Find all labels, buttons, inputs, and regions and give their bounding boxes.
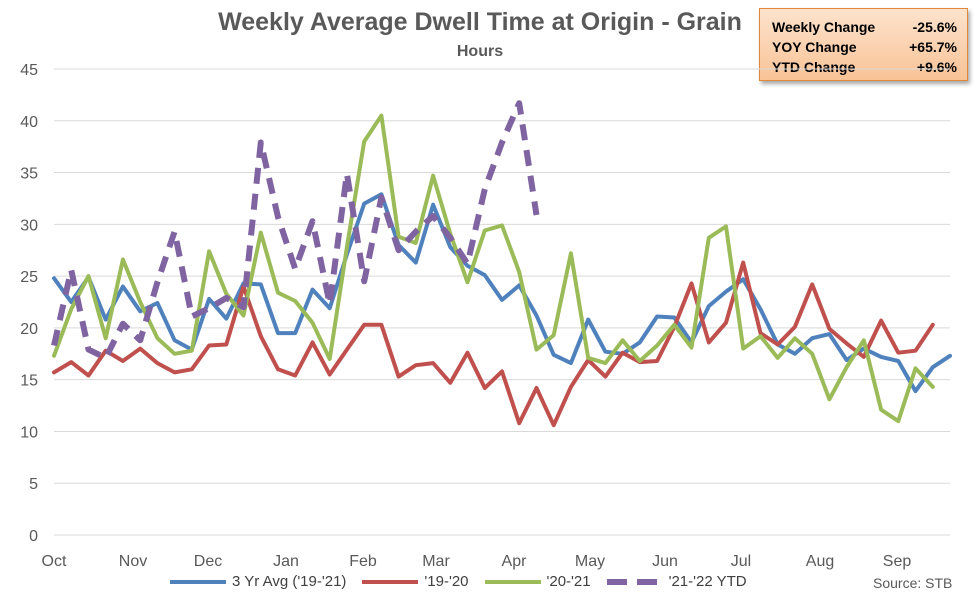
source-note: Source: STB <box>873 575 953 591</box>
x-tick-label: Jan <box>273 553 299 570</box>
series-line-avg <box>52 192 952 394</box>
change-label: Weekly Change <box>772 19 876 35</box>
legend-label: '21-'22 YTD <box>668 573 747 590</box>
series-line-y1920 <box>52 260 935 428</box>
legend: 3 Yr Avg ('19-'21) '19-'20 '20-'21 '21-'… <box>170 573 763 590</box>
legend-label: '19-'20 <box>424 573 469 590</box>
y-tick-label: 30 <box>20 217 38 234</box>
x-tick-label: Oct <box>42 553 67 570</box>
change-value: -25.6% <box>912 19 957 35</box>
y-tick-label: 40 <box>20 114 38 131</box>
change-value: +65.7% <box>909 39 957 55</box>
y-tick-label: 15 <box>20 373 38 390</box>
chart-subtitle: Hours <box>456 43 504 60</box>
legend-label: '20-'21 <box>546 573 591 590</box>
x-tick-label: Mar <box>422 553 450 570</box>
x-axis-ticks: Oct Nov Dec Jan Feb Mar Apr May Jun Jul Aug Sep <box>42 553 912 570</box>
legend-item-2122: '21-'22 YTD <box>606 573 747 590</box>
legend-label: 3 Yr Avg ('19-'21) <box>232 573 347 590</box>
y-tick-label: 25 <box>20 269 38 286</box>
change-row-ytd: YTD Change +9.6% <box>772 57 957 77</box>
y-tick-label: 35 <box>20 166 38 183</box>
change-label: YTD Change <box>772 59 856 75</box>
y-tick-label: 45 <box>20 62 38 79</box>
legend-item-avg: 3 Yr Avg ('19-'21) <box>170 573 346 590</box>
x-tick-label: Feb <box>349 553 377 570</box>
x-tick-label: Nov <box>119 553 147 570</box>
x-tick-label: Dec <box>194 553 222 570</box>
y-tick-label: 10 <box>20 424 38 441</box>
change-value: +9.6% <box>916 59 957 75</box>
gridlines <box>54 68 950 536</box>
x-tick-label: Aug <box>806 553 834 570</box>
series-line-y2021 <box>52 113 935 424</box>
x-tick-label: Jun <box>652 553 678 570</box>
legend-swatch-avg <box>170 579 226 584</box>
change-row-yoy: YOY Change +65.7% <box>772 37 957 57</box>
x-tick-label: Jul <box>731 553 751 570</box>
legend-swatch-2021 <box>484 579 541 584</box>
y-tick-label: 0 <box>29 528 38 545</box>
legend-swatch-1920 <box>362 579 419 584</box>
y-tick-label: 20 <box>20 321 38 338</box>
x-tick-label: Sep <box>883 553 912 570</box>
y-tick-label: 5 <box>29 476 38 493</box>
series-lines <box>51 100 952 428</box>
x-tick-label: May <box>575 553 605 570</box>
x-tick-label: Apr <box>502 553 528 570</box>
legend-swatch-2122 <box>606 578 663 585</box>
change-label: YOY Change <box>772 39 857 55</box>
legend-item-1920: '19-'20 <box>362 573 469 590</box>
chart-title: Weekly Average Dwell Time at Origin - Gr… <box>218 8 742 36</box>
series-line-y2122 <box>51 100 540 361</box>
change-row-weekly: Weekly Change -25.6% <box>772 17 957 37</box>
y-axis-ticks: 0 5 10 15 20 25 30 35 40 45 <box>20 62 38 545</box>
legend-item-2021: '20-'21 <box>484 573 591 590</box>
